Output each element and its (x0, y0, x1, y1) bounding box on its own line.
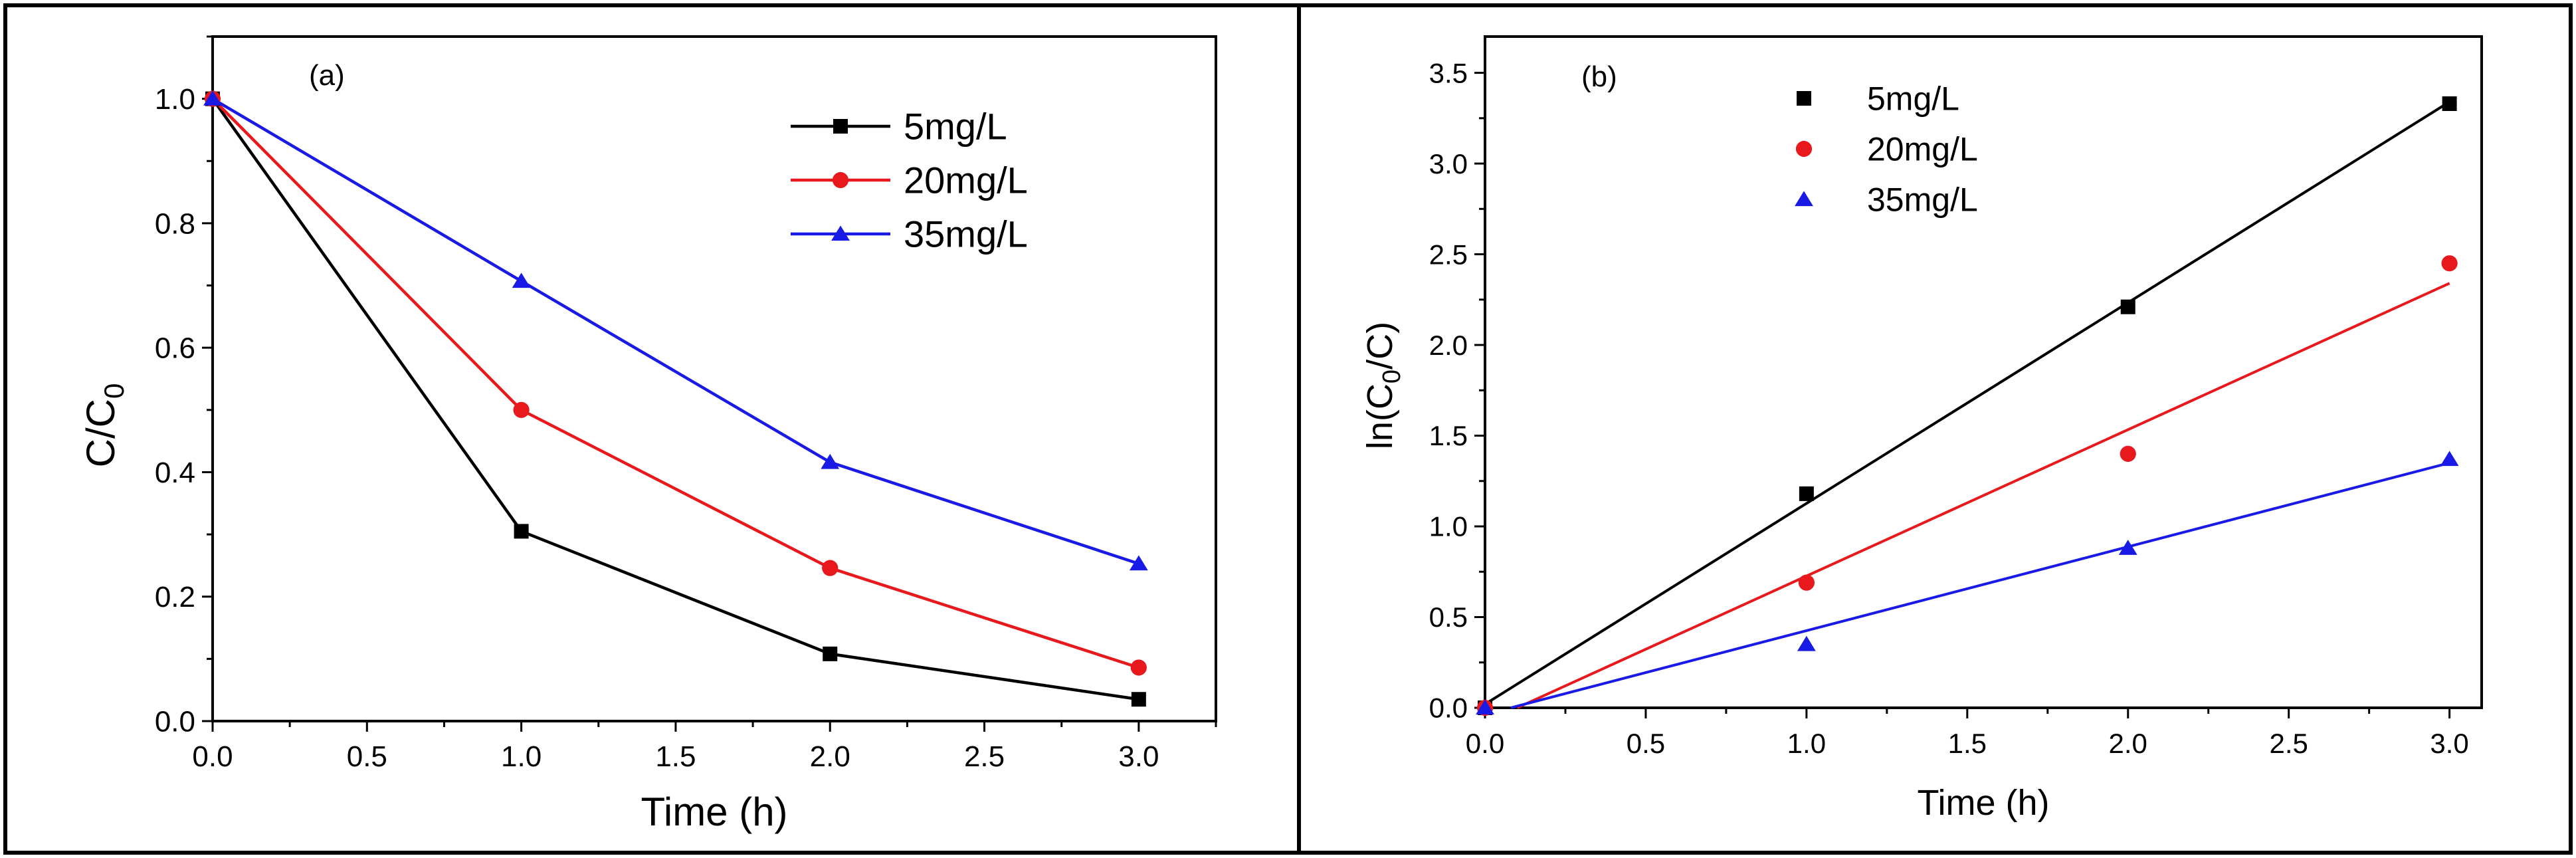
x-tick-label: 0.0 (192, 740, 233, 773)
y-axis-label-b: ln(C0/C) (1360, 322, 1406, 449)
fit-line (1510, 461, 2450, 709)
y-tick-label: 0.0 (155, 705, 195, 738)
legend-label: 20mg/L (1867, 131, 1978, 168)
y-tick-label: 0.0 (1429, 693, 1468, 724)
data-point (203, 90, 222, 106)
figure-frame (3, 3, 2573, 855)
x-tick-label: 2.0 (810, 740, 850, 773)
data-point (513, 401, 530, 418)
legend-label: 35mg/L (904, 213, 1028, 255)
x-tick-label: 1.5 (1948, 728, 1987, 759)
plot-frame-a (211, 35, 1217, 722)
series-markers-b (1476, 96, 2459, 716)
y-axis-label-a-sub: 0 (98, 383, 130, 399)
x-tick-label: 2.5 (2269, 728, 2308, 759)
legend-marker (1795, 191, 1813, 207)
legend-marker (832, 171, 849, 189)
legend-marker (1795, 140, 1813, 158)
x-axis-label-b: Time (h) (1918, 783, 2050, 823)
legend-label: 35mg/L (1867, 181, 1978, 219)
x-tick-label: 1.0 (501, 740, 542, 773)
data-point (512, 272, 531, 288)
legend-label: 5mg/L (1867, 80, 1959, 118)
data-point (822, 560, 839, 576)
data-point (1798, 574, 1815, 591)
y-tick-label: 2.0 (1429, 330, 1468, 361)
y-tick-label: 0.4 (155, 457, 195, 489)
data-point (514, 524, 529, 539)
legend-marker (833, 119, 848, 134)
legend-marker (1797, 91, 1811, 106)
data-point (1476, 699, 1494, 715)
x-tick-label: 3.0 (1118, 740, 1159, 773)
x-tick-label: 1.5 (655, 740, 696, 773)
legend-label: 5mg/L (904, 106, 1007, 148)
axes-a: 0.0 0.5 1.0 1.5 2.0 2.5 3.0 0.0 0.2 0.4 0.6 0.8 1.0 (155, 35, 1217, 773)
panel-label-b: (b) (1581, 60, 1617, 93)
x-tick-label: 2.5 (964, 740, 1005, 773)
x-tick-label: 0.0 (1466, 728, 1504, 759)
y-tick-label: 0.5 (1429, 601, 1468, 633)
legend-label: 20mg/L (904, 160, 1028, 201)
data-point (2120, 299, 2135, 314)
y-axis-label-a: C/C0 (78, 383, 130, 468)
data-point (2442, 96, 2457, 111)
plot-frame-b (1484, 35, 2483, 709)
y-tick-label: 0.6 (155, 332, 195, 365)
data-point (1797, 635, 1816, 651)
legend-marker (831, 225, 850, 241)
y-axis-label-a-main: C/C (78, 399, 123, 467)
x-tick-label: 0.5 (1627, 728, 1665, 759)
series-lines-a (211, 97, 1139, 701)
data-point (1799, 486, 1814, 501)
x-tick-label: 1.0 (1787, 728, 1826, 759)
series-markers-a (203, 90, 1148, 707)
y-tick-label: 0.8 (155, 207, 195, 240)
legend-b: 5mg/L 20mg/L 35mg/L (1795, 80, 1978, 219)
y-tick-label: 1.5 (1429, 420, 1468, 451)
series-line (211, 98, 1139, 669)
series-line (211, 97, 1139, 566)
data-point (2441, 255, 2458, 272)
fit-lines-b (1484, 100, 2450, 709)
panel-label-a: (a) (309, 59, 345, 92)
data-point (2120, 445, 2136, 462)
x-tick-label: 2.0 (2109, 728, 2147, 759)
x-tick-label: 0.5 (347, 740, 387, 773)
chart-panel-b: 0.0 0.5 1.0 1.5 2.0 2.5 3.0 0.0 0.5 1.0 1.5 2.0 2.5 3… (1360, 35, 2483, 823)
y-tick-label: 1.0 (155, 83, 195, 116)
axes-b: 0.0 0.5 1.0 1.5 2.0 2.5 3.0 0.0 0.5 1.0 1.5 2.0 2.5 3… (1429, 57, 2469, 759)
y-tick-label: 2.5 (1429, 239, 1468, 270)
data-point (823, 646, 838, 661)
y-axis-label-b-post: /C) (1360, 322, 1400, 370)
data-point (2118, 540, 2137, 555)
data-point (2440, 451, 2459, 467)
y-tick-label: 3.0 (1429, 148, 1468, 179)
data-point (1129, 555, 1148, 571)
y-tick-label: 0.2 (155, 581, 195, 613)
y-tick-label: 1.0 (1429, 511, 1468, 542)
chart-panel-a: 0.0 0.5 1.0 1.5 2.0 2.5 3.00.00.20.40.60.81.0 … (78, 35, 1217, 834)
x-tick-label: 3.0 (2430, 728, 2468, 759)
data-point (1130, 659, 1147, 676)
y-axis-label-b-sub: 0 (1378, 370, 1406, 383)
svg-text:ln(C0/C): ln(C0/C) (1360, 322, 1406, 449)
fit-line (1484, 100, 2450, 706)
data-point (821, 453, 840, 469)
y-axis-label-b-pre: ln(C (1360, 383, 1400, 449)
y-tick-label: 3.5 (1429, 57, 1468, 88)
fit-line (1516, 282, 2450, 709)
data-point (1131, 692, 1146, 707)
series-line (211, 98, 1139, 701)
x-axis-label-a: Time (h) (641, 790, 787, 834)
legend-a: 5mg/L 20mg/L 35mg/L (791, 106, 1028, 255)
svg-text:C/C0: C/C0 (78, 383, 130, 468)
